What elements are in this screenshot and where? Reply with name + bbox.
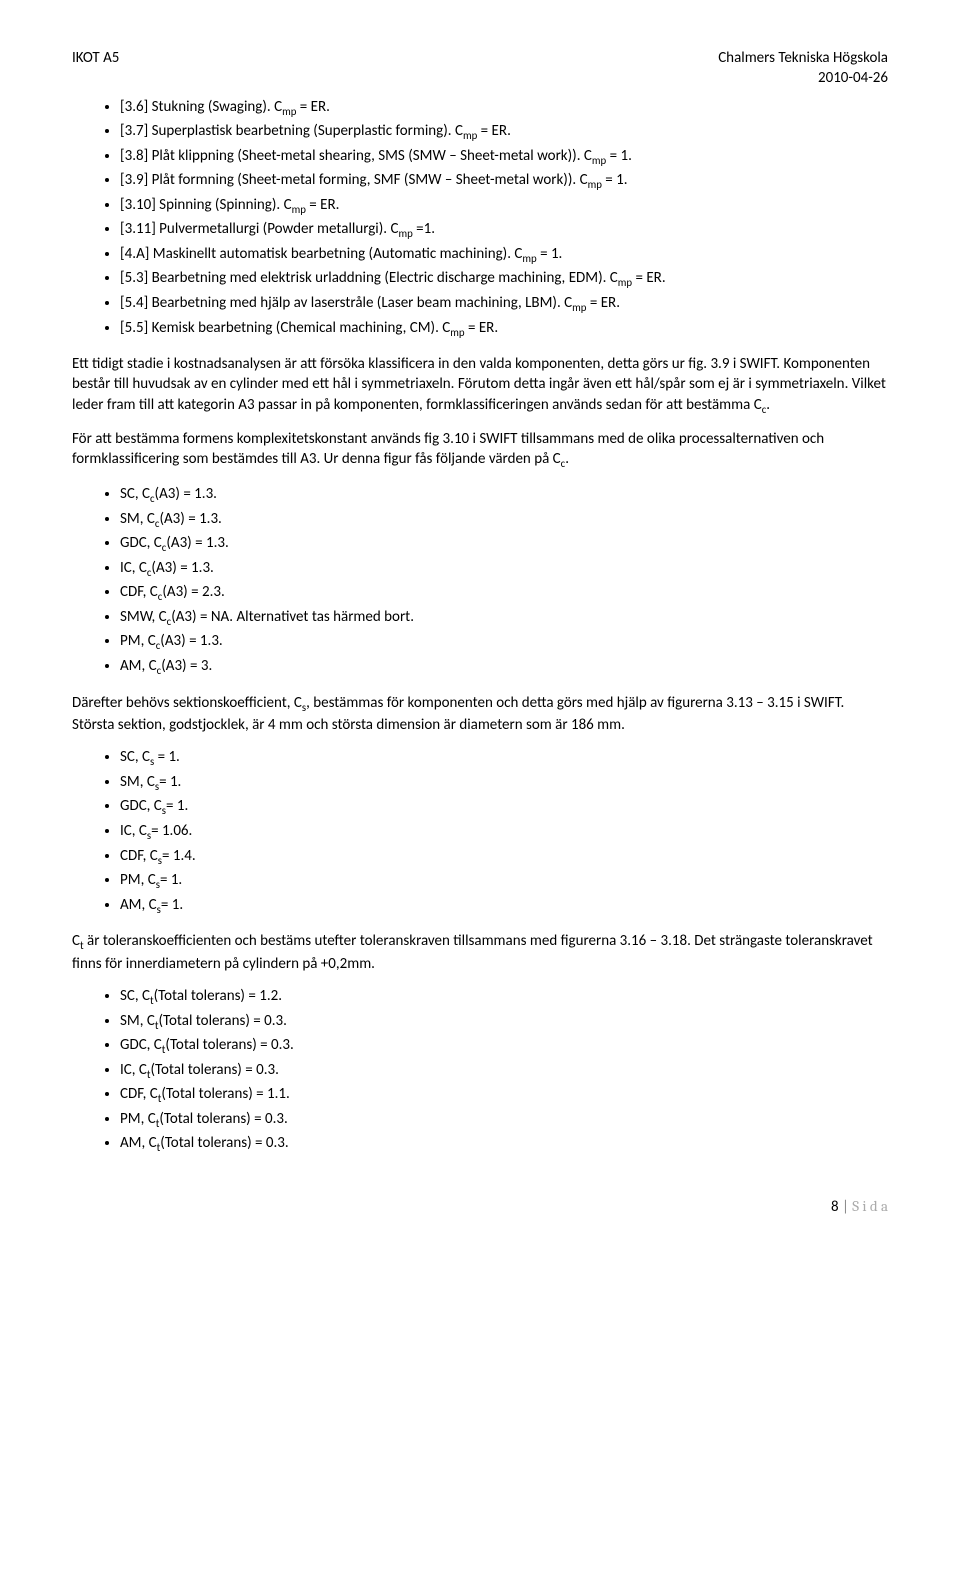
cs-item: GDC, Cs= 1. xyxy=(120,796,888,819)
paragraph-complexity-intro: För att bestämma formens komplexitetskon… xyxy=(72,429,888,472)
ct-item: GDC, Ct(Total tolerans) = 0.3. xyxy=(120,1035,888,1058)
page-header: IKOT A5 Chalmers Tekniska Högskola 2010-… xyxy=(72,48,888,89)
cs-item: SM, Cs= 1. xyxy=(120,772,888,795)
header-date: 2010-04-26 xyxy=(718,68,888,88)
cc-item: GDC, Cc(A3) = 1.3. xyxy=(120,533,888,556)
ct-item: CDF, Ct(Total tolerans) = 1.1. xyxy=(120,1084,888,1107)
cc-values-list: SC, Cc(A3) = 1.3.SM, Cc(A3) = 1.3.GDC, C… xyxy=(72,484,888,679)
cc-item: PM, Cc(A3) = 1.3. xyxy=(120,631,888,654)
cmp-item: [5.3] Bearbetning med elektrisk urladdni… xyxy=(120,268,888,291)
cmp-item: [3.8] Plåt klippning (Sheet-metal sheari… xyxy=(120,146,888,169)
cs-item: CDF, Cs= 1.4. xyxy=(120,846,888,869)
cc-item: SMW, Cc(A3) = NA. Alternativet tas härme… xyxy=(120,607,888,630)
cs-item: AM, Cs= 1. xyxy=(120,895,888,918)
cs-item: PM, Cs= 1. xyxy=(120,870,888,893)
ct-item: PM, Ct(Total tolerans) = 0.3. xyxy=(120,1109,888,1132)
cmp-item: [3.6] Stukning (Swaging). Cmp = ER. xyxy=(120,97,888,120)
cs-item: SC, Cs = 1. xyxy=(120,747,888,770)
cmp-item: [3.9] Plåt formning (Sheet-metal forming… xyxy=(120,170,888,193)
cs-item: IC, Cs= 1.06. xyxy=(120,821,888,844)
footer-sep: | xyxy=(839,1198,853,1216)
header-right: Chalmers Tekniska Högskola 2010-04-26 xyxy=(718,48,888,89)
cc-item: SC, Cc(A3) = 1.3. xyxy=(120,484,888,507)
cmp-item: [4.A] Maskinellt automatisk bearbetning … xyxy=(120,244,888,267)
cc-item: CDF, Cc(A3) = 2.3. xyxy=(120,582,888,605)
header-institution: Chalmers Tekniska Högskola xyxy=(718,48,888,68)
header-left: IKOT A5 xyxy=(72,48,119,89)
ct-item: SC, Ct(Total tolerans) = 1.2. xyxy=(120,986,888,1009)
cs-values-list: SC, Cs = 1.SM, Cs= 1.GDC, Cs= 1.IC, Cs= … xyxy=(72,747,888,917)
cmp-item: [3.7] Superplastisk bearbetning (Superpl… xyxy=(120,121,888,144)
ct-item: IC, Ct(Total tolerans) = 0.3. xyxy=(120,1060,888,1083)
page-footer: 8 | S i d a xyxy=(72,1196,888,1217)
paragraph-classification: Ett tidigt stadie i kostnadsanalysen är … xyxy=(72,354,888,417)
cmp-item: [3.10] Spinning (Spinning). Cmp = ER. xyxy=(120,195,888,218)
process-list-cmp: [3.6] Stukning (Swaging). Cmp = ER.[3.7]… xyxy=(72,97,888,341)
cc-item: AM, Cc(A3) = 3. xyxy=(120,656,888,679)
page-number: 8 xyxy=(831,1198,839,1216)
ct-values-list: SC, Ct(Total tolerans) = 1.2.SM, Ct(Tota… xyxy=(72,986,888,1156)
paragraph-tolerance-coeff: Ct är toleranskoefficienten och bestäms … xyxy=(72,931,888,974)
ct-item: AM, Ct(Total tolerans) = 0.3. xyxy=(120,1133,888,1156)
paragraph-section-coeff: Därefter behövs sektionskoefficient, Cs,… xyxy=(72,693,888,736)
footer-word: S i d a xyxy=(852,1197,888,1215)
cmp-item: [3.11] Pulvermetallurgi (Powder metallur… xyxy=(120,219,888,242)
cmp-item: [5.4] Bearbetning med hjälp av laserstrå… xyxy=(120,293,888,316)
cc-item: SM, Cc(A3) = 1.3. xyxy=(120,509,888,532)
cc-item: IC, Cc(A3) = 1.3. xyxy=(120,558,888,581)
ct-item: SM, Ct(Total tolerans) = 0.3. xyxy=(120,1011,888,1034)
cmp-item: [5.5] Kemisk bearbetning (Chemical machi… xyxy=(120,318,888,341)
